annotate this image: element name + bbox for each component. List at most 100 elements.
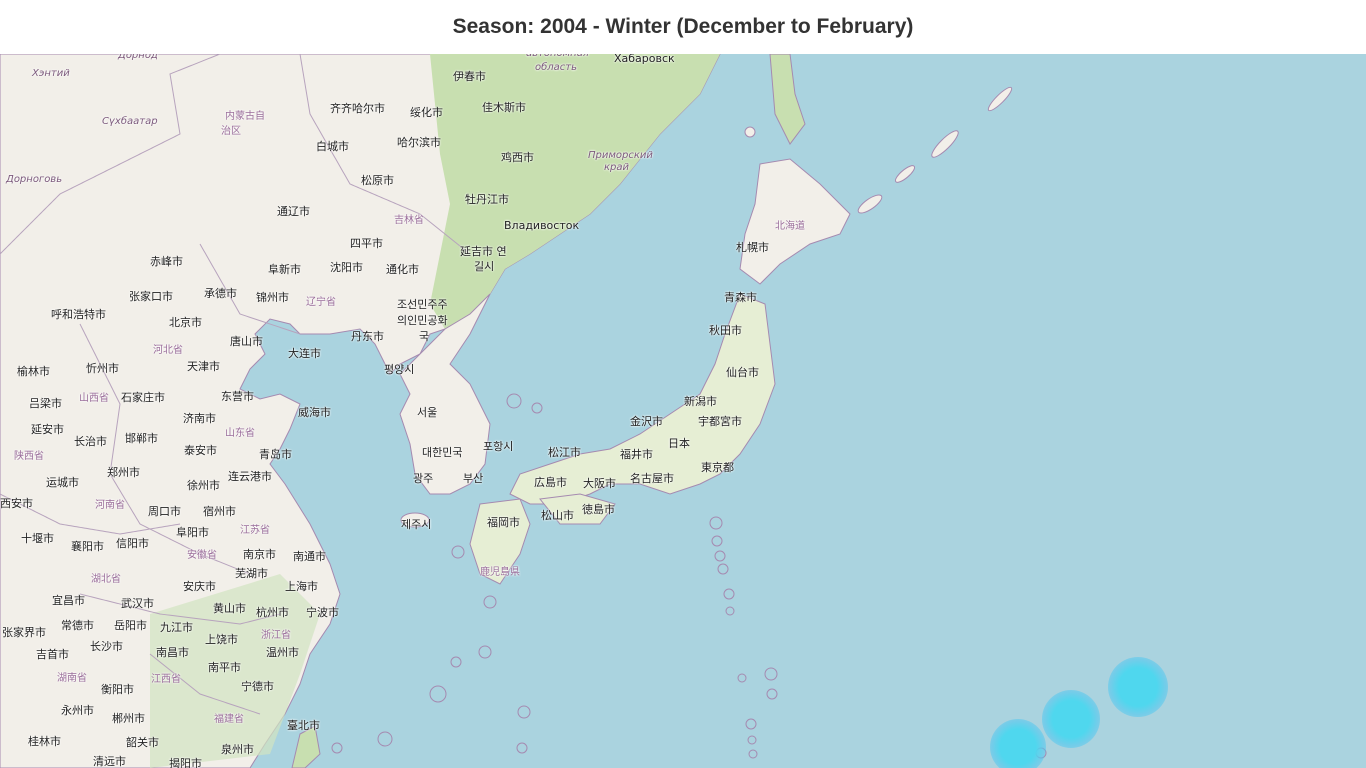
map-label: 丹东市 — [351, 330, 384, 343]
map-label: Дорнод — [118, 54, 158, 61]
map-label: 连云港市 — [228, 470, 272, 483]
map-label: 広島市 — [534, 476, 567, 489]
map-label: 泉州市 — [221, 743, 254, 756]
map-viewport[interactable]: Дорнод Хэнтий Сүхбаатар Дорноговь 伊春市 齐齐… — [0, 54, 1366, 768]
basemap — [0, 54, 1047, 768]
map-label: 鸡西市 — [501, 151, 534, 164]
heat-point — [1108, 657, 1168, 717]
map-label: 조선민주주 — [397, 298, 448, 311]
map-label: 绥化市 — [410, 106, 443, 119]
map-label: 仙台市 — [726, 366, 759, 379]
forest-south — [150, 574, 320, 768]
map-label: 揭阳市 — [169, 757, 202, 768]
map-label: 安庆市 — [183, 580, 216, 593]
map-label: 山西省 — [79, 393, 109, 404]
map-label: Сүхбаатар — [102, 116, 158, 127]
map-label: 韶关市 — [126, 736, 159, 749]
map-label: 牡丹江市 — [465, 193, 509, 206]
map-label: 青岛市 — [259, 448, 292, 461]
heat-point — [990, 719, 1046, 768]
map-label: 北海道 — [775, 221, 805, 232]
map-label: 黄山市 — [213, 602, 246, 615]
map-label: 延吉市 연 — [460, 245, 507, 258]
heat-point — [1042, 690, 1100, 748]
land-taiwan — [291, 725, 321, 768]
map-label: 名古屋市 — [630, 472, 674, 485]
map-label: 河南省 — [95, 500, 125, 511]
map-label: 南京市 — [243, 548, 276, 561]
map-label: 의인민공화 — [397, 314, 448, 327]
map-label: 宿州市 — [203, 505, 236, 518]
map-label: 北京市 — [169, 316, 202, 329]
map-label: 白城市 — [316, 140, 349, 153]
map-label: 대한민국 — [422, 446, 463, 459]
map-label: 通化市 — [386, 263, 419, 276]
map-label: 宁波市 — [306, 606, 339, 619]
map-label: 포항시 — [483, 440, 514, 453]
map-label: 张家口市 — [129, 290, 173, 303]
map-label: 湖南省 — [57, 673, 87, 684]
map-label: 赤峰市 — [150, 255, 183, 268]
map-label: 日本 — [668, 437, 690, 450]
map-label: 松原市 — [361, 174, 394, 187]
map-label: 张家界市 — [2, 626, 46, 639]
map-label: 治区 — [221, 126, 241, 137]
map-label: 제주시 — [401, 518, 432, 531]
map-label: 信阳市 — [116, 537, 149, 550]
map-label: 大阪市 — [583, 477, 616, 490]
map-label: 大连市 — [288, 347, 321, 360]
map-label: 济南市 — [183, 412, 216, 425]
map-label: 평양시 — [384, 363, 415, 376]
land-shikoku — [539, 493, 616, 525]
map-label: 吕梁市 — [29, 397, 62, 410]
map-label: 南通市 — [293, 550, 326, 563]
map-label: 衡阳市 — [101, 683, 134, 696]
map-label: 长治市 — [74, 435, 107, 448]
map-label: 臺北市 — [287, 719, 320, 732]
map-label: 哈尔滨市 — [397, 136, 441, 149]
map-label: 浙江省 — [261, 630, 291, 641]
map-label: 佳木斯市 — [482, 101, 526, 114]
map-label: край — [604, 162, 630, 173]
map-label: 서울 — [417, 406, 438, 419]
map-label: 南平市 — [208, 661, 241, 674]
map-label: 泰安市 — [184, 444, 217, 457]
map-label: 呼和浩特市 — [51, 308, 106, 321]
map-label: автономная — [526, 54, 589, 59]
map-label: 南昌市 — [156, 646, 189, 659]
map-label: 温州市 — [266, 646, 299, 659]
land-sakhalin — [769, 54, 806, 145]
map-label: 湖北省 — [91, 574, 121, 585]
map-label: область — [535, 62, 578, 73]
map-label: 安徽省 — [187, 550, 217, 561]
map-label: 辽宁省 — [306, 297, 336, 308]
title-bar: Season: 2004 - Winter (December to Febru… — [0, 0, 1366, 54]
map-label: 四平市 — [350, 237, 383, 250]
map-label: 徐州市 — [187, 479, 220, 492]
map-label: 榆林市 — [17, 365, 50, 378]
map-label: Дорноговь — [6, 174, 63, 185]
map-label: 永州市 — [61, 704, 94, 717]
map-label: 杭州市 — [256, 606, 289, 619]
islands-kurils — [744, 86, 1013, 214]
province-borders — [0, 54, 471, 715]
map-label: 西安市 — [0, 497, 33, 510]
map-label: 内蒙古自 — [225, 111, 265, 122]
map-label: 运城市 — [46, 476, 79, 489]
map-label: 长沙市 — [90, 640, 123, 653]
map-label: 伊春市 — [453, 70, 486, 83]
map-label: 吉林省 — [394, 215, 424, 226]
map-label: 松江市 — [548, 446, 581, 459]
map-label: 通辽市 — [277, 205, 310, 218]
islands-chain — [331, 393, 1047, 759]
map-label: 宇都宮市 — [698, 415, 742, 428]
map-label: 福井市 — [620, 448, 653, 461]
map-label: 鹿児島県 — [480, 567, 520, 578]
map-label: 周口市 — [148, 505, 181, 518]
map-label: 延安市 — [31, 423, 64, 436]
map-label: 上饶市 — [205, 633, 238, 646]
map-label: 부산 — [463, 472, 484, 485]
map-label: 上海市 — [285, 580, 318, 593]
map-label: 十堰市 — [21, 532, 54, 545]
map-label: 福岡市 — [487, 516, 520, 529]
